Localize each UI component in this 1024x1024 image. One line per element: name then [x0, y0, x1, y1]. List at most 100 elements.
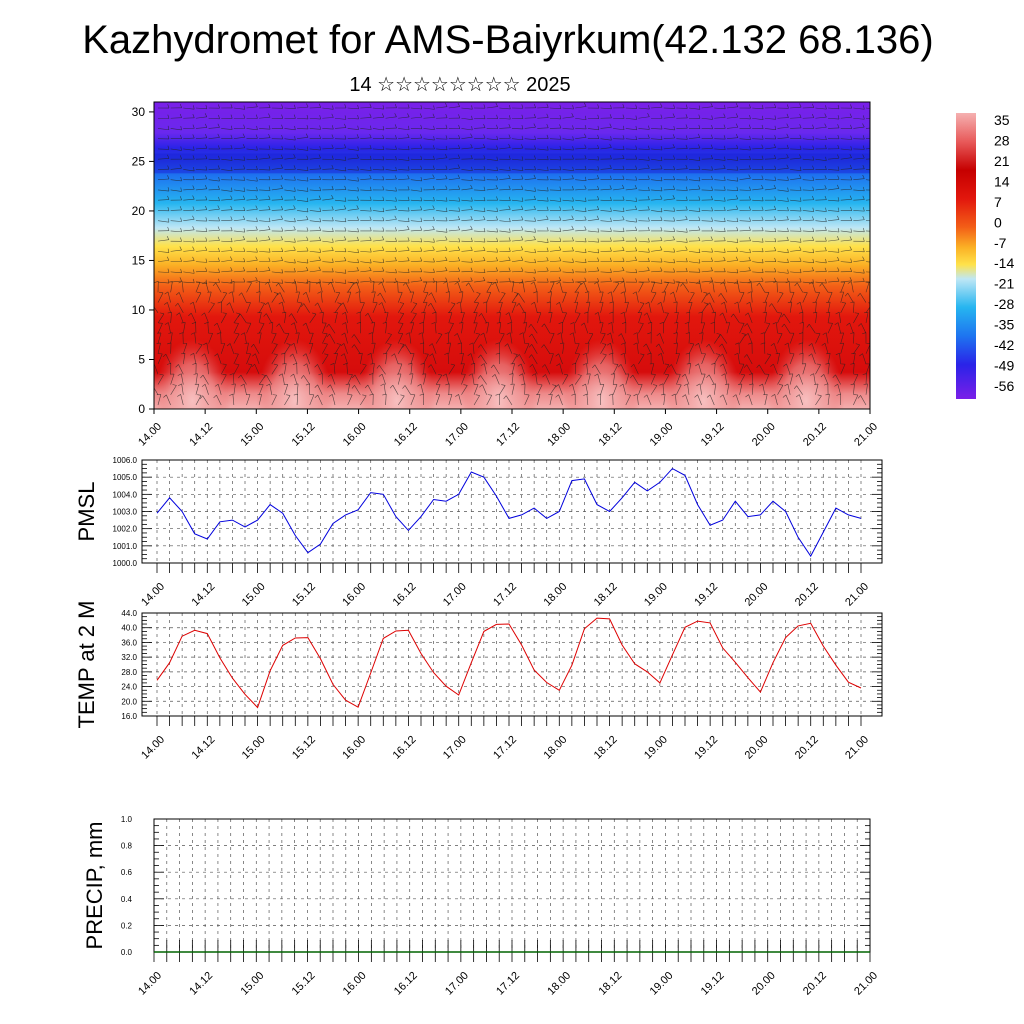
wind-barb-flag	[483, 165, 486, 170]
wind-barb-flag	[370, 363, 375, 365]
wind-barb	[625, 128, 637, 131]
wind-barb-flag	[648, 248, 650, 253]
wind-barb	[322, 333, 328, 344]
wind-barb	[537, 127, 549, 129]
wind-barb-flag	[521, 156, 524, 161]
wind-barb-flag	[394, 215, 397, 220]
wind-barb	[688, 332, 690, 344]
wind-barb-flag	[445, 165, 448, 170]
wind-barb-flag	[571, 363, 576, 365]
wind-barb-flag	[706, 343, 710, 348]
wind-barb-flag	[465, 282, 469, 286]
wind-barb-flag	[255, 114, 258, 119]
colorbar-bar	[956, 113, 976, 399]
wind-barb-flag	[837, 166, 840, 171]
wind-barb	[244, 332, 247, 344]
wind-barb	[726, 189, 738, 191]
wind-barb-flag	[660, 103, 663, 108]
wind-barb	[322, 107, 334, 110]
wind-barb	[632, 374, 639, 385]
wind-barb-flag	[812, 103, 815, 108]
wind-barb	[423, 312, 426, 324]
wind-barb-flag	[471, 105, 473, 110]
wind-barb	[739, 117, 751, 120]
wind-barb	[764, 240, 776, 243]
wind-barb-flag	[203, 363, 208, 366]
wind-barb-flag	[710, 134, 713, 139]
wind-barb	[195, 147, 207, 150]
wind-barb-flag	[799, 216, 802, 221]
wind-barb	[625, 209, 637, 211]
wind-barb-flag	[609, 257, 612, 262]
wind-barb	[474, 260, 486, 262]
wind-barb-flag	[509, 115, 511, 120]
hot-spot	[767, 339, 845, 409]
wind-barb	[661, 353, 665, 365]
wind-barb	[410, 220, 422, 222]
wind-barb	[215, 282, 222, 293]
wind-barb	[739, 292, 745, 303]
wind-barb-flag	[761, 155, 764, 160]
wind-barb-flag	[799, 278, 802, 283]
wind-barb-flag	[454, 333, 458, 337]
wind-barb-flag	[559, 197, 562, 202]
wind-barb-flag	[783, 363, 787, 367]
wind-barb	[410, 240, 422, 243]
wind-barb-flag	[281, 279, 284, 284]
wind-barb-flag	[293, 226, 296, 231]
wind-barb-flag	[217, 236, 220, 241]
wind-barb	[574, 292, 579, 303]
wind-barb	[505, 395, 513, 406]
wind-barb-flag	[799, 207, 802, 212]
wind-barb	[549, 270, 561, 273]
wind-barb	[474, 147, 486, 150]
wind-barb-flag	[761, 238, 764, 243]
wind-barb-flag	[407, 133, 410, 138]
wind-barb-flag	[314, 384, 318, 388]
wind-barb-flag	[568, 383, 573, 387]
wind-barb	[394, 353, 399, 365]
wind-barb-flag	[159, 291, 164, 294]
wind-barb-flag	[639, 281, 644, 283]
wind-barb-flag	[190, 332, 195, 335]
wind-barb	[777, 168, 789, 170]
wind-barb	[284, 208, 296, 211]
wind-barb	[167, 302, 171, 313]
wind-barb	[398, 281, 410, 284]
wind-barb-flag	[685, 311, 690, 314]
wind-barb-flag	[698, 216, 701, 221]
wind-barb	[157, 343, 161, 354]
wind-barb-flag	[622, 246, 625, 251]
wind-barb-flag	[761, 165, 764, 170]
wind-barb	[259, 229, 271, 232]
wind-barb	[309, 148, 321, 151]
wind-barb	[714, 107, 726, 110]
wind-barb-flag	[243, 105, 246, 110]
wind-barb-flag	[280, 154, 284, 159]
wind-barb	[258, 332, 262, 344]
wind-barb	[216, 394, 222, 406]
wind-barb-flag	[689, 343, 694, 345]
wind-barb	[774, 394, 778, 406]
wind-barb-flag	[559, 257, 562, 261]
pmsl-x-tick-label: 16.00	[340, 581, 368, 609]
precip-x-tick-label: 18.12	[596, 970, 624, 998]
wind-barb	[786, 363, 791, 375]
wind-barb-flag	[698, 185, 701, 190]
wind-barb-flag	[836, 184, 840, 189]
wind-barb	[233, 136, 245, 140]
precip-y-tick-label: 0.2	[121, 921, 133, 930]
wind-barb-flag	[773, 205, 777, 210]
wind-barb-flag	[629, 374, 634, 379]
wind-barb	[309, 313, 317, 324]
wind-barb	[853, 199, 865, 201]
wind-barb	[220, 374, 227, 385]
wind-barb	[157, 374, 164, 385]
wind-barb-flag	[293, 165, 296, 170]
wind-barb-flag	[286, 343, 291, 345]
wind-barb-flag	[432, 145, 435, 150]
wind-barb	[737, 353, 740, 365]
wind-barb-flag	[607, 332, 611, 336]
wind-barb-flag	[399, 312, 404, 314]
wind-barb	[457, 281, 462, 293]
